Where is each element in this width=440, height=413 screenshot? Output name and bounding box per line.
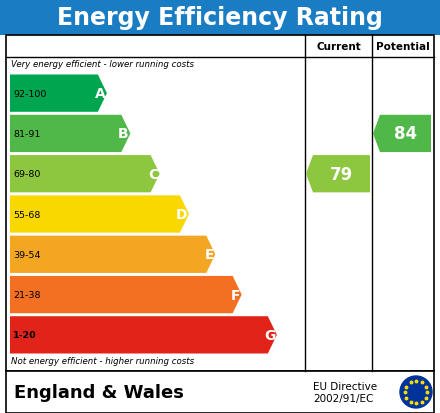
Circle shape <box>400 376 432 408</box>
Text: 81-91: 81-91 <box>13 130 40 139</box>
Polygon shape <box>373 116 431 153</box>
Polygon shape <box>10 276 242 313</box>
Text: Current: Current <box>316 42 361 52</box>
Polygon shape <box>10 116 130 153</box>
Text: 69-80: 69-80 <box>13 170 40 179</box>
Text: C: C <box>148 167 158 181</box>
Text: 21-38: 21-38 <box>13 290 40 299</box>
Text: G: G <box>264 328 275 342</box>
Text: Very energy efficient - lower running costs: Very energy efficient - lower running co… <box>11 60 194 69</box>
Text: 55-68: 55-68 <box>13 210 40 219</box>
Text: 84: 84 <box>394 125 417 143</box>
Polygon shape <box>10 196 189 233</box>
Text: Not energy efficient - higher running costs: Not energy efficient - higher running co… <box>11 356 194 365</box>
Polygon shape <box>10 236 215 273</box>
Polygon shape <box>10 75 107 112</box>
Text: 39-54: 39-54 <box>13 250 40 259</box>
Polygon shape <box>10 156 160 193</box>
Bar <box>0 0 440 36</box>
Text: 2002/91/EC: 2002/91/EC <box>313 393 374 403</box>
Text: A: A <box>95 87 106 101</box>
Polygon shape <box>10 316 277 354</box>
Text: B: B <box>118 127 129 141</box>
Text: Potential: Potential <box>376 42 430 52</box>
Text: 1-20: 1-20 <box>13 330 37 339</box>
Text: 92-100: 92-100 <box>13 90 46 98</box>
Text: D: D <box>176 207 187 221</box>
Bar <box>6 36 434 371</box>
Text: F: F <box>231 288 240 302</box>
Polygon shape <box>306 156 370 193</box>
Text: Energy Efficiency Rating: Energy Efficiency Rating <box>57 6 383 30</box>
Text: England & Wales: England & Wales <box>14 383 184 401</box>
Text: 79: 79 <box>330 165 353 183</box>
Text: E: E <box>204 248 214 262</box>
Text: EU Directive: EU Directive <box>313 381 377 391</box>
Bar <box>6 371 434 413</box>
